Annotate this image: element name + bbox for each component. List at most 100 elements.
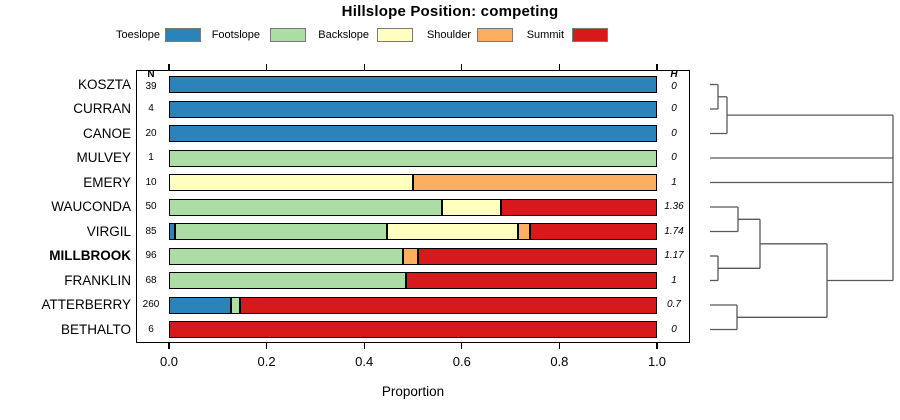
bar-segment-backslope xyxy=(387,223,518,240)
bar-millbrook xyxy=(169,247,657,265)
x-axis-top-tick xyxy=(558,64,560,70)
x-axis-top-tick xyxy=(656,64,658,70)
h-value: 0 xyxy=(671,80,677,92)
row-label-millbrook: MILLBROOK xyxy=(49,248,131,263)
n-value: 68 xyxy=(145,274,157,286)
bar-segment-toeslope xyxy=(169,76,657,93)
h-value: 0 xyxy=(671,323,677,335)
h-value: 1.36 xyxy=(664,201,684,212)
x-axis-tick-label: 0.6 xyxy=(452,354,471,369)
h-column-header: H xyxy=(670,69,678,80)
x-axis-bottom-tick xyxy=(266,343,268,349)
bar-segment-backslope xyxy=(442,198,501,216)
h-value: 1.17 xyxy=(664,250,684,261)
bar-bethalto xyxy=(169,321,657,338)
legend-swatch-backslope xyxy=(377,28,413,42)
bar-mulvey xyxy=(169,149,657,167)
bar-segment-summit xyxy=(406,272,657,289)
n-value: 6 xyxy=(148,323,154,335)
row-label-atterberry: ATTERBERRY xyxy=(41,297,131,312)
bar-segment-summit xyxy=(530,223,657,240)
row-label-wauconda: WAUCONDA xyxy=(51,199,131,214)
x-axis-tick-label: 0.0 xyxy=(159,354,179,369)
x-axis-tick-label: 0.2 xyxy=(257,354,276,369)
bar-virgil xyxy=(169,223,657,240)
bar-koszta xyxy=(169,76,657,93)
bar-atterberry xyxy=(169,296,657,314)
h-value: 0 xyxy=(671,103,677,114)
bar-curran xyxy=(169,100,657,118)
h-value: 0 xyxy=(671,127,677,139)
bar-segment-summit xyxy=(501,198,657,216)
n-value: 1 xyxy=(148,152,154,163)
bar-segment-footslope xyxy=(169,149,657,167)
row-label-emery: EMERY xyxy=(83,174,131,190)
x-axis-tick-label: 1.0 xyxy=(647,354,667,369)
n-value: 10 xyxy=(145,176,157,188)
n-value: 96 xyxy=(145,250,157,261)
bar-segment-footslope xyxy=(169,272,406,289)
row-label-koszta: KOSZTA xyxy=(77,76,131,92)
bar-segment-shoulder xyxy=(518,223,530,240)
row-label-virgil: VIRGIL xyxy=(86,223,131,239)
row-label-franklin: FRANKLIN xyxy=(64,272,131,288)
bar-franklin xyxy=(169,272,657,289)
legend-swatch-summit xyxy=(572,28,608,42)
x-axis-top-tick xyxy=(168,64,170,70)
h-value: 1 xyxy=(671,274,677,286)
legend-label-backslope: Backslope xyxy=(318,29,369,41)
bar-segment-summit xyxy=(240,296,657,314)
legend-label-summit: Summit xyxy=(526,29,564,41)
x-axis-tick-label: 0.4 xyxy=(355,354,374,369)
x-axis-bottom-tick xyxy=(656,343,658,349)
h-value: 1.74 xyxy=(664,225,684,237)
h-value: 1 xyxy=(671,176,677,188)
row-label-curran: CURRAN xyxy=(73,101,131,116)
row-label-bethalto: BETHALTO xyxy=(60,321,131,337)
h-value: 0.7 xyxy=(667,299,681,310)
row-label-canoe: CANOE xyxy=(82,125,131,141)
row-label-mulvey: MULVEY xyxy=(76,150,131,165)
bar-segment-summit xyxy=(169,321,657,338)
bar-segment-summit xyxy=(418,247,657,265)
bar-segment-footslope xyxy=(175,223,387,240)
legend-swatch-toeslope xyxy=(165,28,201,42)
n-value: 20 xyxy=(145,127,157,139)
x-axis-top-tick xyxy=(461,64,463,70)
legend-label-footslope: Footslope xyxy=(211,29,260,41)
bar-segment-toeslope xyxy=(169,296,231,314)
chart-title: Hillslope Position: competing xyxy=(341,3,559,20)
bar-segment-toeslope xyxy=(169,100,657,118)
legend-label-toeslope: Toeslope xyxy=(115,29,160,41)
bar-segment-footslope xyxy=(169,247,403,265)
legend-label-shoulder: Shoulder xyxy=(426,29,471,41)
bar-wauconda xyxy=(169,198,657,216)
n-value: 85 xyxy=(145,225,157,237)
x-axis-bottom-tick xyxy=(461,343,463,349)
bar-segment-shoulder xyxy=(413,174,657,191)
n-column-header: N xyxy=(147,69,155,80)
h-value: 0 xyxy=(671,152,677,163)
bar-segment-toeslope xyxy=(169,223,175,240)
legend-swatch-shoulder xyxy=(477,28,513,42)
bar-segment-backslope xyxy=(169,174,413,191)
x-axis-top-tick xyxy=(363,64,365,70)
bar-segment-footslope xyxy=(231,296,240,314)
x-axis-bottom-tick xyxy=(363,343,365,349)
bar-segment-shoulder xyxy=(403,247,418,265)
x-axis-bottom-tick xyxy=(558,343,560,349)
bar-emery xyxy=(169,174,657,191)
x-axis-top-tick xyxy=(266,64,268,70)
bar-segment-toeslope xyxy=(169,125,657,142)
n-value: 260 xyxy=(142,299,160,310)
legend-swatch-footslope xyxy=(270,28,306,42)
bar-canoe xyxy=(169,125,657,142)
n-value: 39 xyxy=(145,80,157,92)
x-axis-tick-label: 0.8 xyxy=(550,354,569,369)
x-axis-label: Proportion xyxy=(381,384,445,399)
n-value: 4 xyxy=(148,103,154,114)
x-axis-bottom-tick xyxy=(168,343,170,349)
n-value: 50 xyxy=(145,201,157,212)
bar-segment-footslope xyxy=(169,198,442,216)
